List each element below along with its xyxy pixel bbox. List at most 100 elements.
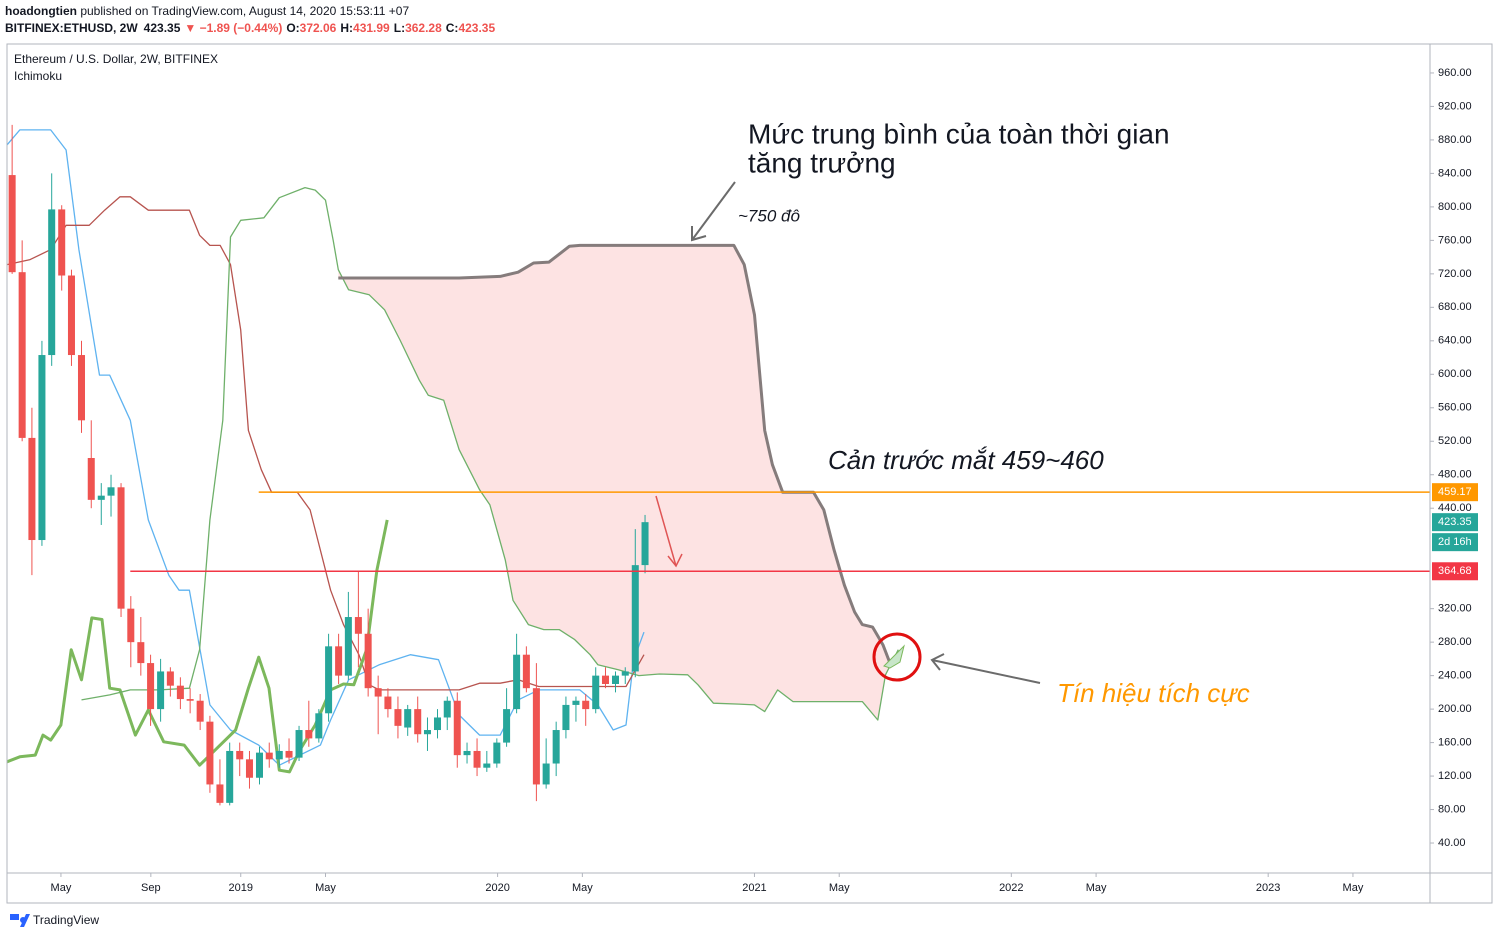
annotation: Tín hiệu tích cực: [1057, 678, 1250, 708]
x-tick-label: May: [829, 882, 850, 894]
y-tick-label: 680.00: [1438, 301, 1472, 313]
publish-line: hoadongtien published on TradingView.com…: [5, 4, 409, 18]
candle-body: [285, 750, 293, 758]
chart-title: Ethereum / U.S. Dollar, 2W, BITFINEX: [14, 52, 218, 66]
ohlc-key: C:: [446, 21, 459, 35]
candle-body: [245, 759, 253, 778]
candle-body: [433, 717, 442, 731]
candle-body: [631, 565, 639, 672]
symbol: BITFINEX:ETHUSD, 2W: [5, 21, 138, 35]
candle-body: [206, 721, 214, 785]
price-tag: [1432, 562, 1478, 581]
last-price: 423.35: [144, 21, 181, 35]
y-tick-label: 840.00: [1438, 167, 1472, 179]
y-tick-label: 520.00: [1438, 435, 1472, 447]
arrow: [930, 653, 1041, 684]
ohlc-value: 362.28: [405, 21, 442, 35]
candle-body: [117, 487, 125, 609]
x-tick-label: May: [572, 882, 593, 894]
ichimoku-line: [338, 243, 892, 666]
x-tick-label: 2020: [485, 882, 509, 894]
candle-body: [186, 699, 194, 701]
y-tick-label: 640.00: [1438, 335, 1472, 347]
candle-body: [236, 750, 244, 760]
candle-body: [592, 675, 600, 710]
candle-body: [522, 654, 530, 689]
price-tag-label: 459.17: [1438, 486, 1472, 498]
y-tick-label: 720.00: [1438, 268, 1472, 280]
candle-body: [295, 730, 303, 758]
y-tick-label: 560.00: [1438, 402, 1472, 414]
y-tick-label: 880.00: [1438, 134, 1472, 146]
candle-body: [255, 752, 263, 778]
change: ▼ −1.89 (−0.44%): [184, 21, 282, 35]
price-tag-label: 364.68: [1438, 565, 1472, 577]
ohlc-key: L:: [394, 21, 405, 35]
candle-body: [275, 750, 283, 760]
candle-body: [621, 671, 629, 676]
y-tick-label: 600.00: [1438, 368, 1472, 380]
y-tick-label: 120.00: [1438, 770, 1472, 782]
candle-body: [216, 784, 224, 803]
ohlc-key: H:: [340, 21, 353, 35]
x-tick-label: 2021: [742, 882, 766, 894]
x-tick-label: May: [51, 882, 72, 894]
highlight-circle: [872, 632, 922, 682]
indicator-name: Ichimoku: [14, 69, 62, 83]
candle-body: [572, 700, 580, 705]
annotation: tăng trưởng: [748, 147, 896, 178]
y-tick-label: 440.00: [1438, 502, 1472, 514]
published: published on TradingView.com, August 14,…: [77, 4, 409, 18]
candle-body: [325, 646, 333, 714]
candle-body: [611, 675, 620, 684]
candle-body: [513, 654, 521, 710]
candle-body: [226, 750, 234, 803]
y-tick-label: 480.00: [1438, 469, 1472, 481]
candle-body: [483, 763, 491, 768]
x-tick-label: 2019: [228, 882, 252, 894]
price-tag: [1432, 513, 1478, 532]
annotation: Mức trung bình của toàn thời gian: [748, 118, 1170, 149]
candle-body: [58, 209, 66, 276]
candle-body: [582, 700, 590, 710]
candle-body: [384, 696, 392, 710]
candle-body: [166, 671, 174, 686]
candle-body: [305, 730, 313, 739]
candle-body: [423, 730, 431, 735]
candle-body: [107, 487, 115, 496]
candle-body: [28, 437, 36, 541]
x-tick-label: May: [315, 882, 336, 894]
y-tick-label: 160.00: [1438, 736, 1472, 748]
candle-layer: [8, 124, 649, 806]
candle-body: [641, 522, 649, 566]
candle-body: [335, 646, 343, 676]
candle-body: [354, 617, 362, 634]
candle-body: [77, 355, 85, 421]
countdown: 2d 16h: [1438, 536, 1472, 548]
ohlc-value: 372.06: [300, 21, 337, 35]
candle-body: [503, 709, 511, 743]
chart-frame: [6, 43, 1493, 904]
candle-body: [176, 685, 184, 700]
candle-body: [315, 713, 323, 739]
candle-body: [18, 272, 26, 438]
candle-body: [265, 752, 273, 760]
candle-body: [463, 750, 471, 756]
line-layer: [6, 129, 899, 774]
countdown-tag: [1432, 533, 1478, 552]
ohlc-value: 423.35: [458, 21, 495, 35]
brand-logo: [10, 914, 30, 927]
candle-body: [147, 663, 155, 710]
y-tick-label: 320.00: [1438, 603, 1472, 615]
y-tick-label: 920.00: [1438, 100, 1472, 112]
candle-body: [196, 700, 204, 722]
x-tick-label: May: [1343, 882, 1364, 894]
annotation: Cản trước mắt 459~460: [828, 445, 1104, 475]
x-tick-label: Sep: [141, 882, 161, 894]
annotation: ~750 đô: [738, 206, 800, 225]
candle-body: [137, 642, 145, 664]
candle-body: [87, 457, 95, 500]
candle-body: [48, 209, 56, 356]
